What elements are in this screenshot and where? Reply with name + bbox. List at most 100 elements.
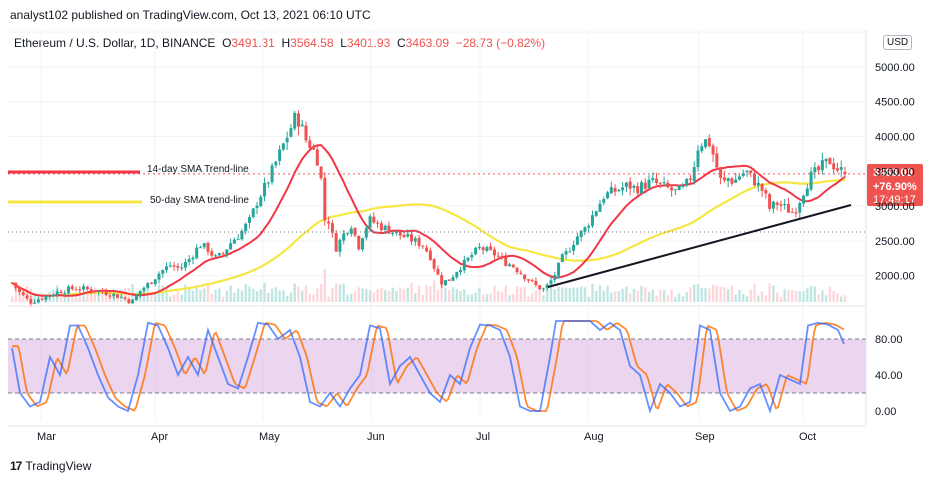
candle-body [519, 272, 523, 275]
candle-body [587, 225, 591, 228]
candle-body [432, 259, 436, 269]
stoch-tick-label: 0.00 [875, 406, 896, 418]
change-value: −28.73 (−0.82%) [455, 36, 546, 50]
candle-body [345, 233, 349, 235]
candle-body [244, 223, 248, 231]
candle-body [775, 202, 779, 205]
volume-bar [240, 290, 244, 302]
volume-bar [662, 290, 666, 302]
candle-body [504, 256, 508, 266]
candle-body [805, 188, 809, 197]
candle-body [606, 192, 610, 199]
close-label: C [396, 36, 406, 50]
candle-body [89, 289, 93, 292]
candle-body [187, 259, 191, 263]
volume-bar [368, 290, 372, 302]
candle-body [116, 294, 120, 298]
candle-body [685, 178, 689, 186]
candle-body [391, 232, 395, 235]
volume-bar [350, 293, 353, 302]
candle-body [308, 140, 312, 148]
volume-bar [813, 286, 817, 302]
candle-body [802, 195, 806, 204]
volume-bar [719, 287, 722, 302]
volume-bar [331, 288, 334, 302]
candle-body [266, 182, 270, 184]
volume-bar [655, 295, 658, 302]
volume-bar [218, 288, 221, 302]
volume-bar [651, 289, 654, 302]
volume-bar [583, 287, 587, 302]
candle-body [59, 291, 63, 294]
candle-body [251, 208, 255, 218]
candle-body [447, 279, 451, 281]
candle-body [545, 284, 549, 288]
candle-body [534, 280, 538, 286]
candle-body [315, 149, 319, 166]
sma50-annotation: 50-day SMA trend-line [150, 195, 249, 206]
candle-body [594, 211, 598, 216]
volume-bar [817, 294, 820, 302]
price-badge-price: 3463.09 [873, 167, 913, 179]
candle-body [760, 183, 764, 191]
candle-body [40, 298, 44, 300]
candle-body [338, 239, 342, 252]
candle-body [440, 275, 444, 285]
candle-body [647, 179, 651, 189]
volume-bar [647, 291, 651, 302]
volume-bar [783, 289, 786, 302]
volume-bar [500, 291, 504, 302]
volume-bar [421, 294, 425, 302]
volume-bar [760, 291, 764, 302]
candle-body [300, 124, 304, 127]
candle-body [195, 247, 199, 259]
candle-body [421, 245, 425, 247]
candle-body [217, 252, 221, 256]
candle-body [349, 228, 353, 234]
candle-body [768, 194, 772, 209]
volume-bar [455, 288, 458, 302]
candle-body [44, 295, 48, 300]
candle-body [364, 228, 368, 238]
candle-body [489, 246, 493, 250]
high-label: H [281, 36, 291, 50]
volume-bar [704, 288, 707, 302]
currency-button[interactable]: USD [883, 35, 913, 50]
candle-body [97, 290, 101, 293]
candle-body [100, 290, 104, 293]
tradingview-brand[interactable]: 17 TradingView [10, 459, 91, 473]
volume-bar [270, 288, 274, 302]
volume-bar [610, 292, 613, 302]
candle-body [726, 178, 730, 182]
volume-bar [206, 284, 210, 302]
candle-body [670, 187, 674, 191]
volume-bar [210, 293, 213, 302]
candle-body [259, 196, 263, 206]
volume-bar [172, 294, 176, 302]
volume-bar [625, 286, 628, 302]
price-badge-change: +76.90% [873, 181, 917, 193]
candle-body [557, 262, 561, 276]
volume-bar [353, 291, 357, 302]
volume-bar [285, 296, 289, 302]
volume-bar [794, 291, 798, 302]
candle-body [417, 237, 421, 246]
volume-bar [93, 287, 97, 302]
volume-bar [745, 296, 749, 302]
volume-bar [383, 290, 387, 302]
candle-body [319, 166, 323, 179]
volume-bar [236, 288, 240, 302]
candle-body [515, 267, 519, 273]
candle-body [312, 147, 316, 150]
candle-body [722, 177, 726, 181]
price-badge-countdown: 17:49:17 [873, 194, 916, 206]
volume-bar [749, 289, 752, 302]
candle-body [293, 112, 297, 129]
volume-bar [681, 296, 685, 302]
volume-bar [414, 293, 417, 302]
volume-bar [372, 292, 376, 302]
candle-body [153, 279, 157, 285]
volume-bar [832, 290, 835, 302]
volume-bar [726, 289, 730, 302]
